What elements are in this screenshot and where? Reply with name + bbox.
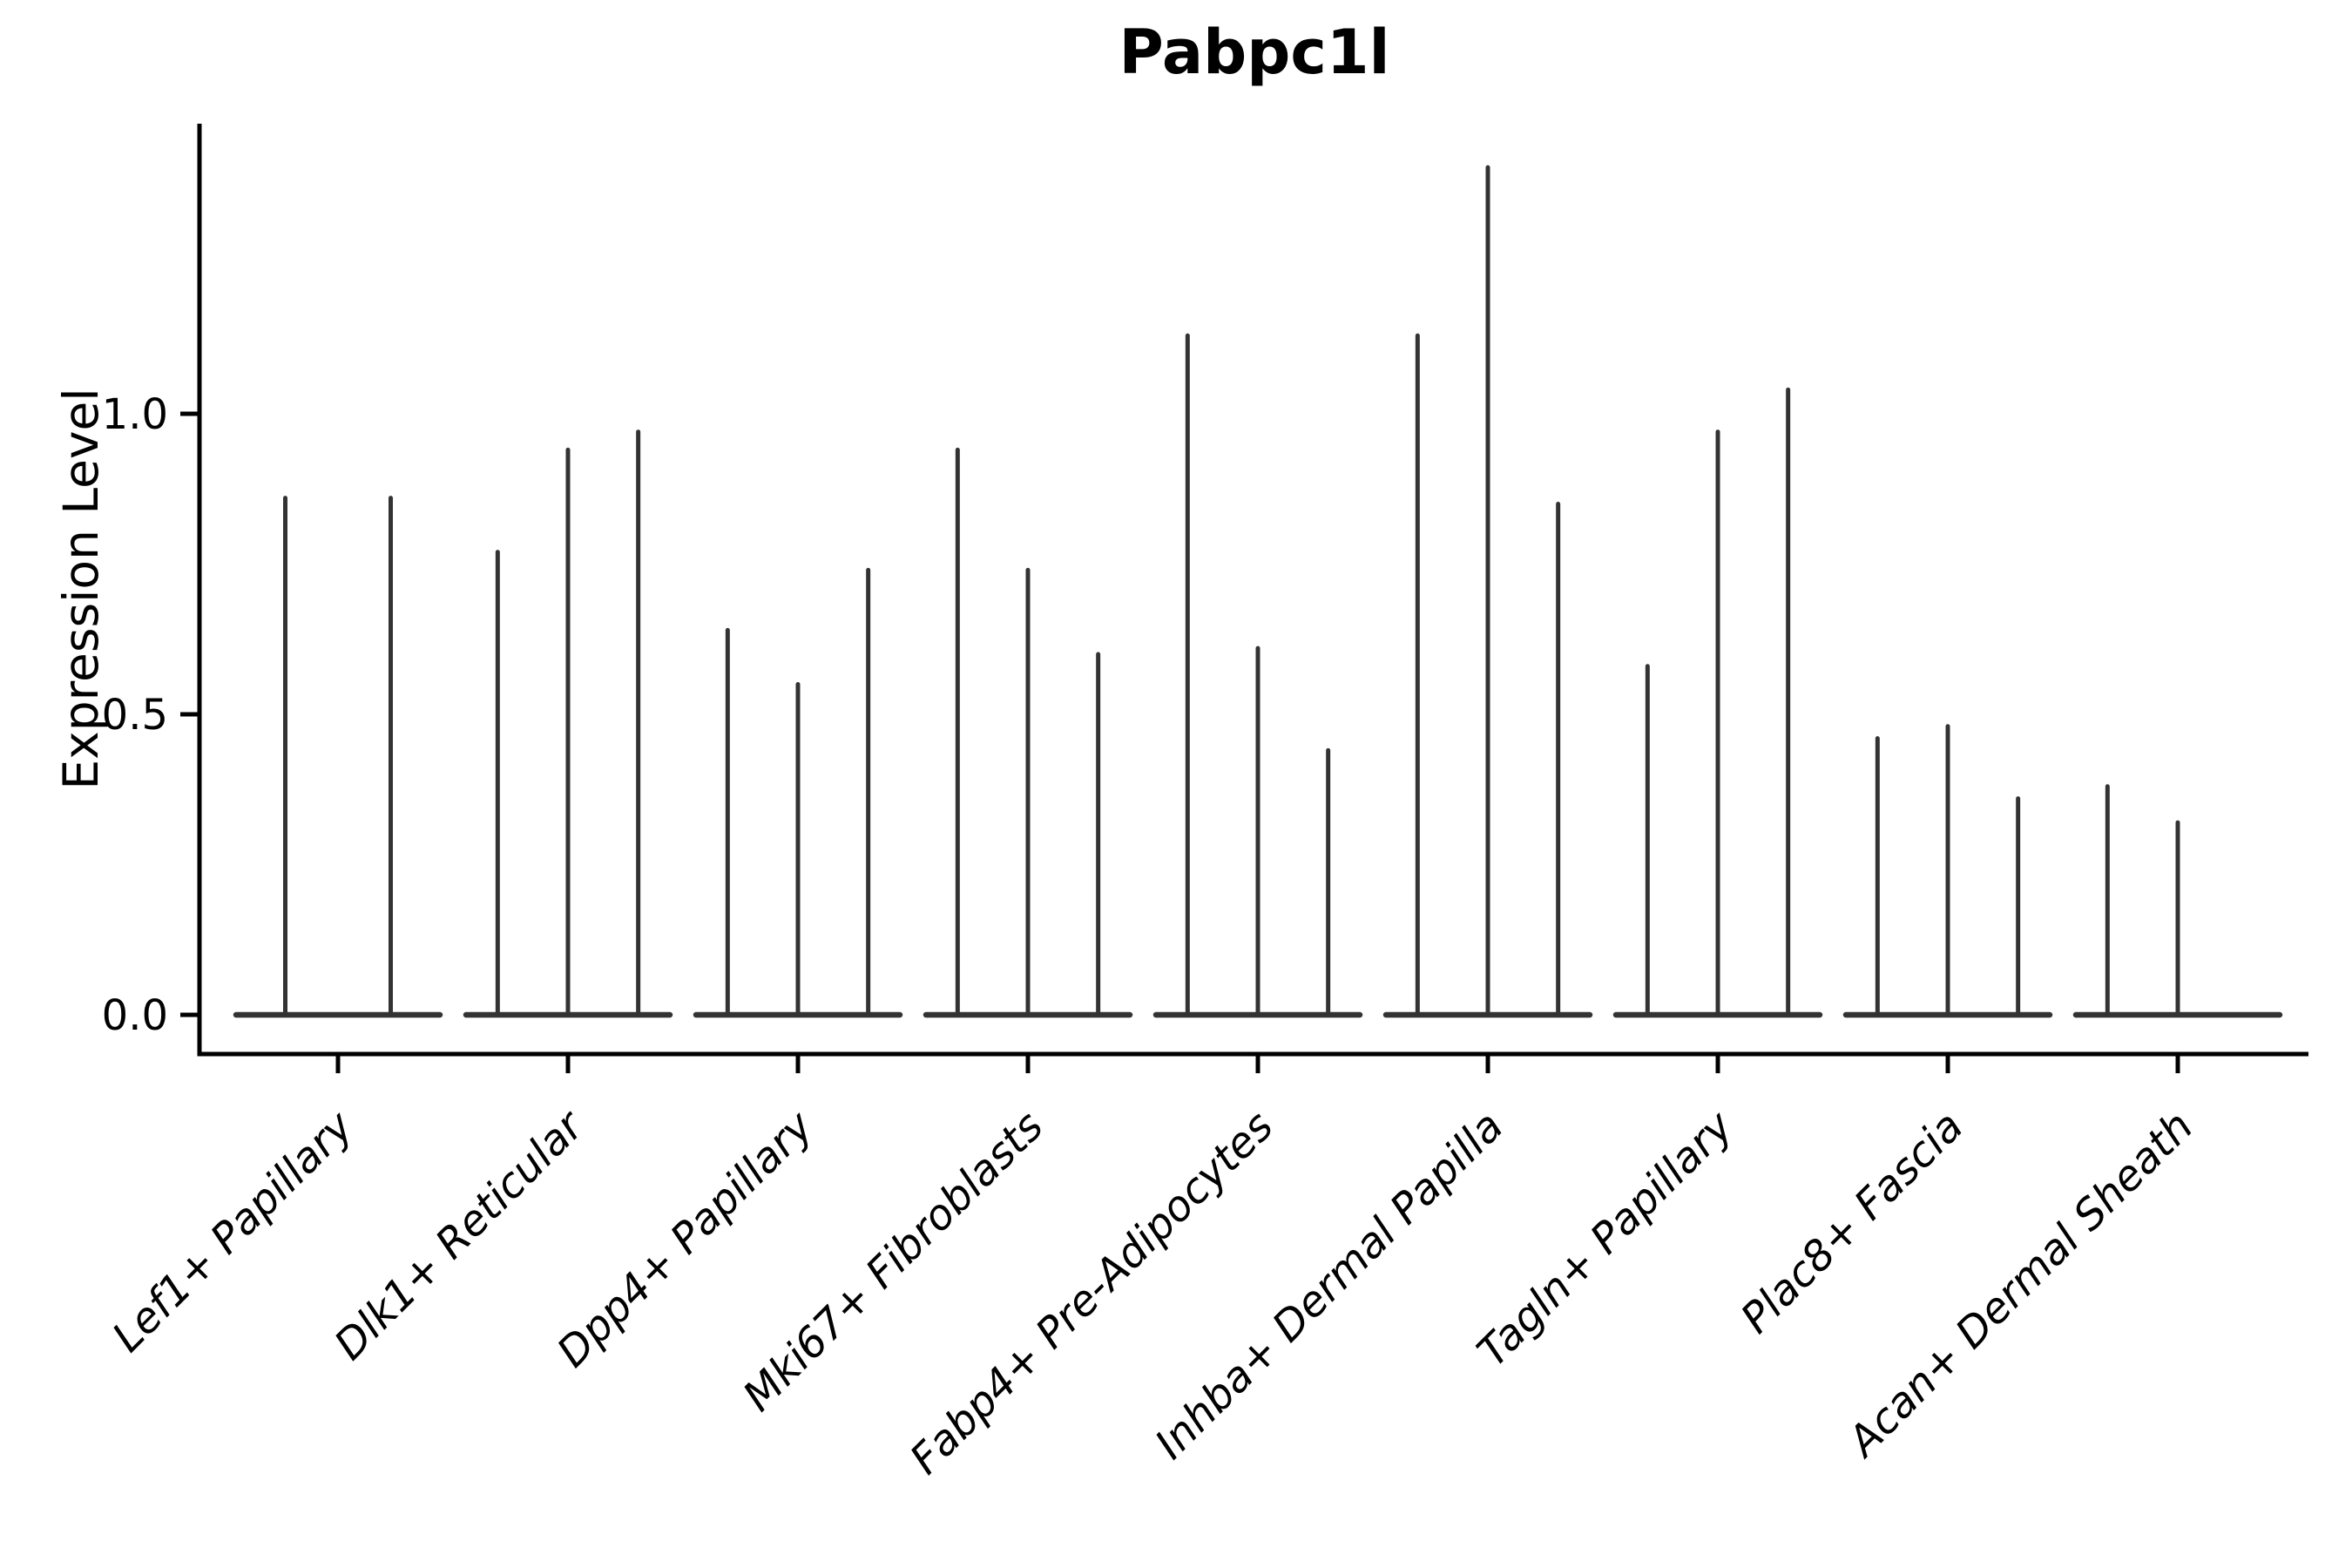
x-tick-label: Dlk1+ Reticular	[325, 1100, 595, 1370]
y-tick-label: 0.5	[102, 691, 168, 740]
x-tick-label: Fabp4+ Pre-Adipocytes	[901, 1102, 1283, 1484]
y-tick-label: 1.0	[102, 390, 168, 439]
x-tick-label: Lef1+ Papillary	[103, 1101, 363, 1362]
y-axis-label: Expression Level	[53, 388, 109, 789]
x-tick-label: Dpp4+ Papillary	[548, 1101, 823, 1376]
x-tick-label: Tagln+ Papillary	[1468, 1101, 1743, 1376]
x-tick-label: Plac8+ Fascia	[1732, 1102, 1973, 1343]
chart-title: Pabpc1l	[1119, 17, 1389, 88]
y-tick-label: 0.0	[102, 991, 168, 1040]
